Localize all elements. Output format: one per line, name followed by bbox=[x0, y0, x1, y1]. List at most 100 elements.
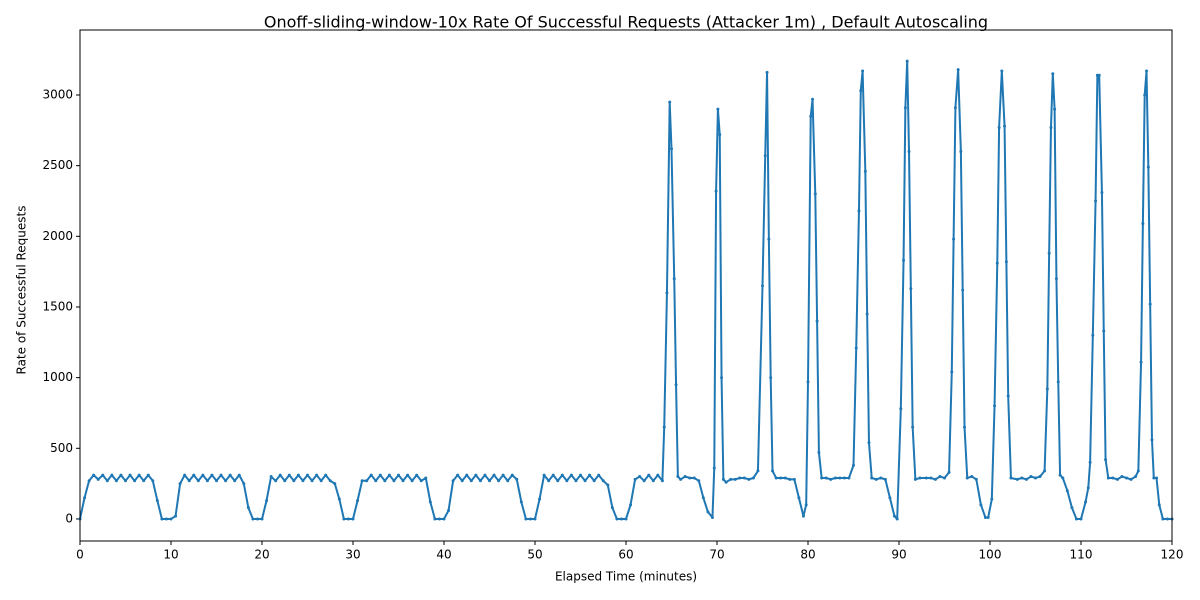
data-point bbox=[811, 97, 815, 101]
data-point bbox=[629, 503, 633, 507]
data-point bbox=[1134, 475, 1138, 479]
x-tick-label: 90 bbox=[891, 548, 906, 562]
data-point bbox=[242, 482, 246, 486]
data-point bbox=[1061, 476, 1065, 480]
data-point bbox=[899, 407, 903, 411]
data-point bbox=[859, 89, 863, 93]
data-point bbox=[1004, 260, 1008, 264]
data-point bbox=[1045, 387, 1049, 391]
data-point bbox=[415, 473, 419, 477]
data-point bbox=[670, 147, 673, 151]
data-point bbox=[406, 473, 410, 477]
data-point bbox=[820, 476, 824, 480]
data-point bbox=[883, 477, 887, 481]
x-tick-label: 50 bbox=[527, 548, 542, 562]
data-point bbox=[1152, 476, 1156, 480]
data-point bbox=[647, 473, 651, 477]
data-point bbox=[716, 107, 720, 111]
data-point bbox=[995, 261, 999, 265]
data-point bbox=[863, 169, 867, 173]
data-point bbox=[310, 479, 314, 483]
data-point bbox=[588, 473, 592, 477]
data-point bbox=[210, 473, 214, 477]
x-tick-label: 10 bbox=[163, 548, 178, 562]
data-point bbox=[712, 466, 716, 470]
data-point bbox=[160, 517, 164, 521]
data-point bbox=[720, 376, 724, 380]
data-point bbox=[606, 483, 610, 487]
y-tick-label: 2000 bbox=[42, 229, 73, 243]
data-point bbox=[714, 189, 718, 193]
data-point bbox=[1157, 503, 1161, 507]
data-point bbox=[903, 106, 907, 110]
data-point bbox=[767, 237, 771, 241]
data-point bbox=[306, 473, 309, 477]
data-point bbox=[178, 482, 182, 486]
data-point bbox=[1051, 72, 1055, 76]
data-point bbox=[151, 479, 155, 483]
data-point bbox=[783, 476, 787, 480]
data-point bbox=[854, 346, 858, 350]
data-point bbox=[842, 476, 846, 480]
data-point bbox=[519, 500, 523, 504]
data-point bbox=[456, 473, 460, 477]
data-point bbox=[119, 473, 123, 477]
x-tick-label: 110 bbox=[1070, 548, 1093, 562]
data-point bbox=[938, 475, 942, 479]
data-point bbox=[947, 470, 951, 474]
data-point bbox=[251, 517, 255, 521]
y-tick-label: 0 bbox=[65, 511, 73, 525]
data-point bbox=[742, 476, 746, 480]
data-point bbox=[1165, 517, 1169, 521]
data-point bbox=[633, 477, 637, 481]
data-point bbox=[1074, 517, 1078, 521]
data-point bbox=[769, 376, 773, 380]
data-point bbox=[672, 277, 676, 281]
x-tick-label: 60 bbox=[618, 548, 633, 562]
x-tick-label: 0 bbox=[76, 548, 84, 562]
data-point bbox=[101, 473, 105, 477]
data-point bbox=[1088, 460, 1092, 464]
data-point bbox=[710, 516, 714, 520]
data-point bbox=[315, 473, 319, 477]
data-point bbox=[1141, 222, 1145, 226]
data-point bbox=[771, 469, 775, 473]
data-point bbox=[351, 517, 355, 521]
data-point bbox=[246, 506, 250, 510]
data-point bbox=[656, 473, 660, 477]
y-tick-label: 500 bbox=[50, 441, 73, 455]
data-point bbox=[692, 476, 696, 480]
data-point bbox=[224, 479, 228, 483]
data-point bbox=[610, 506, 614, 510]
data-point bbox=[419, 479, 423, 483]
data-point bbox=[515, 477, 519, 481]
data-point bbox=[983, 516, 987, 520]
data-point bbox=[817, 451, 821, 455]
data-point bbox=[583, 479, 587, 483]
data-point bbox=[533, 517, 537, 521]
data-point bbox=[970, 475, 974, 479]
data-point bbox=[442, 517, 446, 521]
data-point bbox=[1139, 360, 1143, 364]
data-point bbox=[1003, 124, 1007, 128]
data-point bbox=[196, 479, 200, 483]
data-point bbox=[913, 477, 917, 481]
data-point bbox=[747, 477, 751, 481]
data-point bbox=[801, 514, 805, 518]
data-point bbox=[387, 473, 391, 477]
data-point bbox=[319, 479, 323, 483]
data-point bbox=[324, 473, 328, 477]
data-point bbox=[215, 479, 218, 483]
data-point bbox=[542, 473, 546, 477]
data-point bbox=[688, 476, 692, 480]
data-point bbox=[365, 479, 369, 483]
data-point bbox=[383, 479, 387, 483]
plot-frame bbox=[79, 29, 1173, 542]
data-point bbox=[565, 479, 569, 483]
data-point bbox=[228, 473, 232, 477]
data-point bbox=[804, 503, 808, 507]
data-point bbox=[1058, 473, 1062, 477]
data-point bbox=[676, 475, 680, 479]
